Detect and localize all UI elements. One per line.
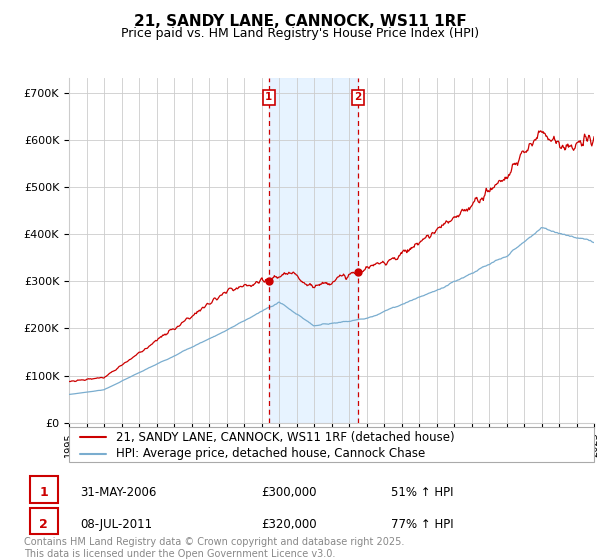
Bar (269, 78, 358, 423)
Text: 21, SANDY LANE, CANNOCK, WS11 1RF: 21, SANDY LANE, CANNOCK, WS11 1RF (134, 14, 466, 29)
Text: 2: 2 (40, 517, 48, 531)
Text: Contains HM Land Registry data © Crown copyright and database right 2025.
This d: Contains HM Land Registry data © Crown c… (24, 537, 404, 559)
Text: 21, SANDY LANE, CANNOCK, WS11 1RF (detached house): 21, SANDY LANE, CANNOCK, WS11 1RF (detac… (116, 431, 455, 444)
Text: 08-JUL-2011: 08-JUL-2011 (80, 517, 152, 531)
Text: 77% ↑ HPI: 77% ↑ HPI (391, 517, 453, 531)
Text: 1: 1 (265, 92, 272, 102)
Text: £320,000: £320,000 (261, 517, 317, 531)
Text: HPI: Average price, detached house, Cannock Chase: HPI: Average price, detached house, Cann… (116, 447, 425, 460)
Bar (29, 477, 58, 502)
Text: 51% ↑ HPI: 51% ↑ HPI (391, 487, 453, 500)
Bar (29, 508, 58, 534)
Text: £300,000: £300,000 (261, 487, 316, 500)
Text: 31-MAY-2006: 31-MAY-2006 (80, 487, 157, 500)
Text: 1: 1 (40, 487, 48, 500)
Text: Price paid vs. HM Land Registry's House Price Index (HPI): Price paid vs. HM Land Registry's House … (121, 27, 479, 40)
Text: 2: 2 (355, 92, 362, 102)
